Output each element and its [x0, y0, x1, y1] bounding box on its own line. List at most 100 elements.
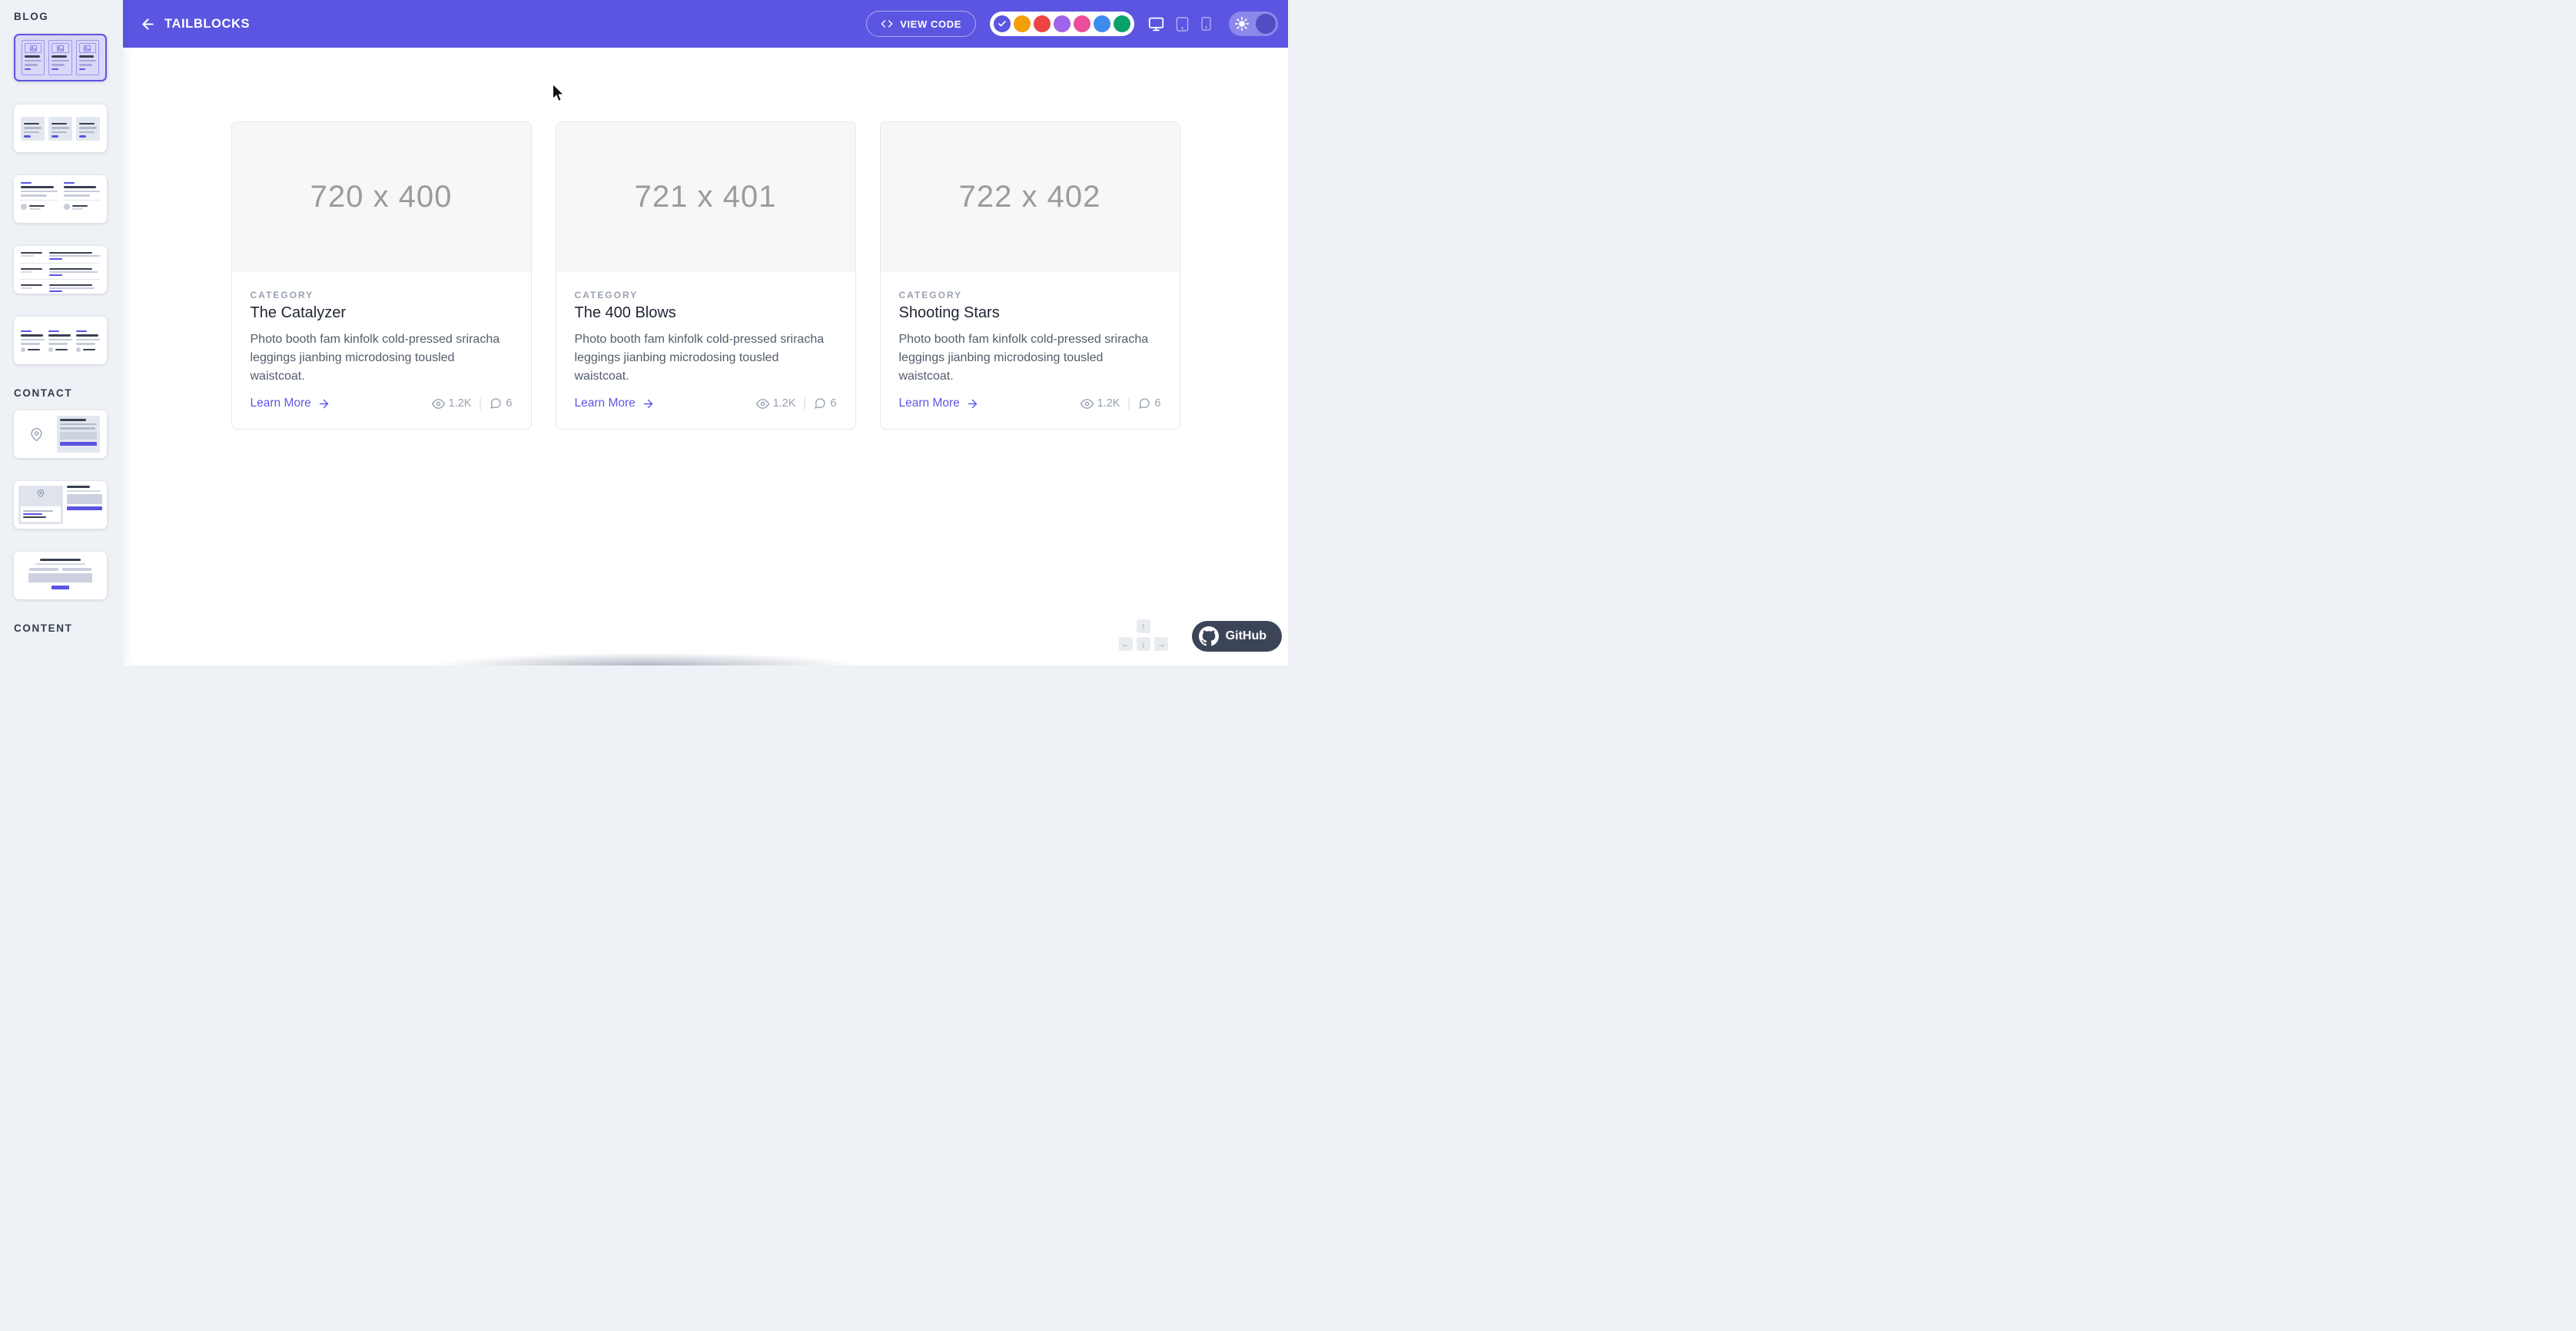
thumb-wireframe [21, 110, 100, 147]
sidebar-item-blog-text-grid[interactable] [14, 105, 107, 152]
learn-more-label: Learn More [898, 397, 960, 410]
app-title: TAILBLOCKS [164, 16, 251, 31]
comment-icon [1138, 397, 1150, 410]
view-code-button[interactable]: VIEW CODE [866, 11, 976, 37]
views-count: 1.2K [755, 397, 806, 410]
card-description: Photo booth fam kinfolk cold-pressed sri… [250, 333, 500, 383]
placeholder-image: 721 x 401 [556, 122, 855, 272]
comments-value: 6 [506, 397, 513, 410]
github-button[interactable]: GitHub [1191, 621, 1282, 652]
thumb-wireframe [18, 486, 102, 524]
map-pin-icon [37, 490, 45, 497]
sun-icon [1235, 17, 1249, 31]
sidebar-item-contact-map-form[interactable] [14, 410, 107, 458]
color-swatch-green[interactable] [1114, 15, 1130, 32]
sidebar-section-content: CONTENT [14, 622, 73, 634]
back-button[interactable] [138, 15, 157, 33]
thumb-wireframe [21, 322, 100, 359]
learn-more-label: Learn More [574, 397, 636, 410]
nav-key-left[interactable]: ← [1119, 637, 1133, 651]
arrow-left-icon [140, 16, 156, 32]
arrow-right-icon: → [1157, 639, 1166, 649]
card-title: The Catalyzer [250, 304, 347, 321]
tailblocks-app: BLOG [0, 0, 1288, 666]
card-title: Shooting Stars [898, 304, 1000, 321]
views-value: 1.2K [772, 397, 796, 410]
sidebar-section-blog: BLOG [14, 11, 49, 22]
color-swatch-blue[interactable] [1094, 15, 1110, 32]
card-footer: Learn More 1.2K 6 [575, 397, 837, 410]
arrow-right-icon [642, 397, 655, 410]
card-description: Photo booth fam kinfolk cold-pressed sri… [574, 333, 825, 383]
nav-key-up[interactable]: ↑ [1137, 619, 1150, 633]
arrow-right-icon [317, 397, 330, 410]
card-stats: 1.2K 6 [755, 397, 837, 410]
nav-key-right[interactable]: → [1154, 637, 1168, 651]
tablet-preview-button[interactable] [1176, 16, 1189, 32]
card-footer: Learn More 1.2K 6 [251, 397, 513, 410]
views-count: 1.2K [1080, 397, 1130, 410]
dark-mode-toggle[interactable] [1229, 12, 1278, 36]
theme-color-palette [990, 12, 1134, 36]
sidebar: BLOG [0, 0, 123, 666]
views-count: 1.2K [431, 397, 482, 410]
sidebar-item-blog-three-column[interactable] [14, 317, 107, 364]
sidebar-item-contact-centered[interactable] [14, 552, 107, 599]
sidebar-item-blog-card-grid[interactable] [14, 34, 107, 81]
card-category: CATEGORY [250, 290, 314, 300]
color-swatch-indigo[interactable] [994, 15, 1011, 32]
smartphone-icon [1200, 16, 1212, 32]
learn-more-link[interactable]: Learn More [899, 397, 979, 410]
color-swatch-pink[interactable] [1074, 15, 1090, 32]
header: TAILBLOCKS VIEW CODE [123, 0, 1288, 48]
blog-cards-row: 720 x 400 CATEGORY The Catalyzer Photo b… [123, 121, 1288, 430]
eye-icon [431, 397, 445, 410]
tablet-icon [1176, 16, 1189, 32]
arrow-up-icon: ↑ [1141, 621, 1146, 632]
comments-count: 6 [1138, 397, 1161, 410]
placeholder-image: 720 x 400 [231, 122, 531, 272]
github-logo-icon [1198, 626, 1219, 646]
placeholder-image: 722 x 402 [880, 122, 1180, 272]
code-icon [881, 18, 893, 29]
image-placeholder-icon [29, 45, 37, 51]
comments-value: 6 [830, 397, 837, 410]
device-preview-switcher [1148, 16, 1212, 32]
nav-key-down[interactable]: ↓ [1137, 637, 1150, 651]
view-code-label: VIEW CODE [900, 18, 961, 30]
github-label: GitHub [1225, 629, 1266, 642]
thumb-wireframe [21, 557, 100, 591]
views-value: 1.2K [1097, 397, 1120, 410]
card-body: CATEGORY The 400 Blows Photo booth fam k… [556, 272, 855, 429]
toggle-knob [1256, 14, 1276, 34]
eye-icon [755, 397, 769, 410]
card-category: CATEGORY [898, 290, 963, 300]
arrow-right-icon [966, 397, 979, 410]
blog-card: 722 x 402 CATEGORY Shooting Stars Photo … [879, 121, 1180, 430]
thumb-wireframe [21, 181, 100, 217]
card-stats: 1.2K 6 [431, 397, 513, 410]
arrow-left-icon: ← [1121, 639, 1130, 649]
comment-icon [814, 397, 826, 410]
thumb-wireframe [22, 40, 99, 75]
card-title: The 400 Blows [574, 304, 676, 321]
learn-more-link[interactable]: Learn More [575, 397, 655, 410]
sidebar-item-blog-list[interactable] [14, 246, 107, 294]
desktop-preview-button[interactable] [1148, 16, 1164, 32]
learn-more-label: Learn More [250, 397, 311, 410]
blog-card: 721 x 401 CATEGORY The 400 Blows Photo b… [555, 121, 856, 430]
image-placeholder-icon [57, 45, 64, 51]
image-placeholder-icon [84, 45, 91, 51]
card-category: CATEGORY [574, 290, 639, 300]
color-swatch-orange[interactable] [1014, 15, 1031, 32]
mobile-preview-button[interactable] [1200, 16, 1212, 32]
sidebar-item-contact-map-card[interactable] [14, 481, 107, 529]
color-swatch-red[interactable] [1034, 15, 1051, 32]
map-pin-icon [30, 427, 43, 441]
learn-more-link[interactable]: Learn More [251, 397, 330, 410]
card-footer: Learn More 1.2K 6 [899, 397, 1161, 410]
card-body: CATEGORY Shooting Stars Photo booth fam … [881, 272, 1180, 429]
comments-count: 6 [814, 397, 837, 410]
sidebar-item-blog-two-column[interactable] [14, 175, 107, 223]
color-swatch-purple[interactable] [1054, 15, 1071, 32]
